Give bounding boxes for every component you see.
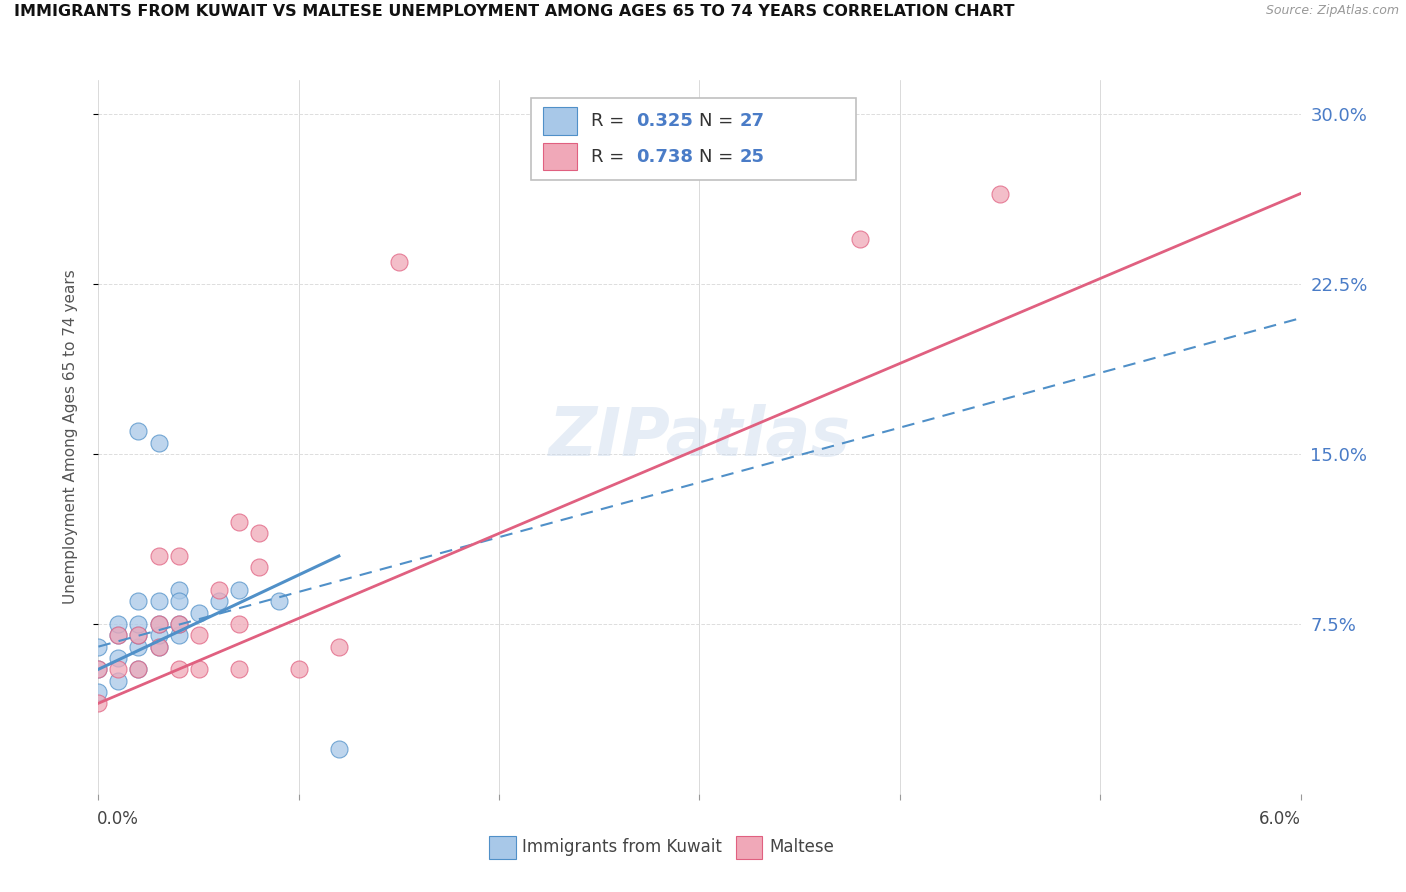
Point: [267, 594, 290, 608]
Point: [388, 254, 411, 268]
Point: [167, 617, 190, 632]
Point: [87, 696, 110, 710]
Point: [107, 617, 129, 632]
Point: [128, 628, 150, 642]
Point: [328, 741, 350, 756]
Point: [228, 617, 250, 632]
Point: [87, 685, 110, 699]
FancyBboxPatch shape: [531, 98, 856, 180]
Point: [187, 606, 209, 620]
Point: [988, 186, 1011, 201]
Point: [128, 628, 150, 642]
Text: 6.0%: 6.0%: [1258, 810, 1301, 828]
Point: [107, 628, 129, 642]
FancyBboxPatch shape: [543, 143, 576, 170]
Text: 25: 25: [740, 148, 763, 166]
Point: [167, 662, 190, 676]
Point: [849, 232, 872, 246]
Text: 0.738: 0.738: [636, 148, 693, 166]
Point: [148, 617, 170, 632]
Text: ZIPatlas: ZIPatlas: [548, 404, 851, 470]
Point: [107, 651, 129, 665]
Text: Source: ZipAtlas.com: Source: ZipAtlas.com: [1265, 4, 1399, 18]
Point: [128, 425, 150, 439]
Point: [167, 582, 190, 597]
Point: [148, 549, 170, 563]
Text: 27: 27: [740, 112, 763, 130]
Text: Maltese: Maltese: [769, 838, 834, 856]
Point: [128, 662, 150, 676]
Text: 0.325: 0.325: [636, 112, 693, 130]
Point: [128, 617, 150, 632]
Point: [328, 640, 350, 654]
Text: 0.0%: 0.0%: [97, 810, 139, 828]
Point: [187, 628, 209, 642]
Text: N =: N =: [700, 112, 740, 130]
Point: [148, 617, 170, 632]
Point: [87, 640, 110, 654]
Text: Immigrants from Kuwait: Immigrants from Kuwait: [522, 838, 721, 856]
FancyBboxPatch shape: [489, 836, 516, 859]
Text: R =: R =: [592, 148, 630, 166]
Point: [128, 594, 150, 608]
Point: [167, 594, 190, 608]
Point: [148, 628, 170, 642]
FancyBboxPatch shape: [735, 836, 762, 859]
Point: [107, 662, 129, 676]
Y-axis label: Unemployment Among Ages 65 to 74 years: Unemployment Among Ages 65 to 74 years: [63, 269, 77, 605]
Point: [288, 662, 311, 676]
Point: [187, 662, 209, 676]
Point: [167, 617, 190, 632]
Point: [87, 662, 110, 676]
Point: [107, 673, 129, 688]
Text: N =: N =: [700, 148, 740, 166]
Point: [148, 640, 170, 654]
Point: [148, 435, 170, 450]
Point: [128, 640, 150, 654]
Point: [167, 549, 190, 563]
Point: [128, 662, 150, 676]
Point: [228, 582, 250, 597]
Point: [228, 515, 250, 529]
Point: [167, 628, 190, 642]
Point: [148, 640, 170, 654]
Text: R =: R =: [592, 112, 630, 130]
Text: IMMIGRANTS FROM KUWAIT VS MALTESE UNEMPLOYMENT AMONG AGES 65 TO 74 YEARS CORRELA: IMMIGRANTS FROM KUWAIT VS MALTESE UNEMPL…: [14, 4, 1015, 20]
Point: [107, 628, 129, 642]
FancyBboxPatch shape: [543, 107, 576, 135]
Point: [247, 526, 270, 541]
Point: [247, 560, 270, 574]
Point: [208, 594, 231, 608]
Point: [87, 662, 110, 676]
Point: [208, 582, 231, 597]
Point: [228, 662, 250, 676]
Point: [148, 594, 170, 608]
